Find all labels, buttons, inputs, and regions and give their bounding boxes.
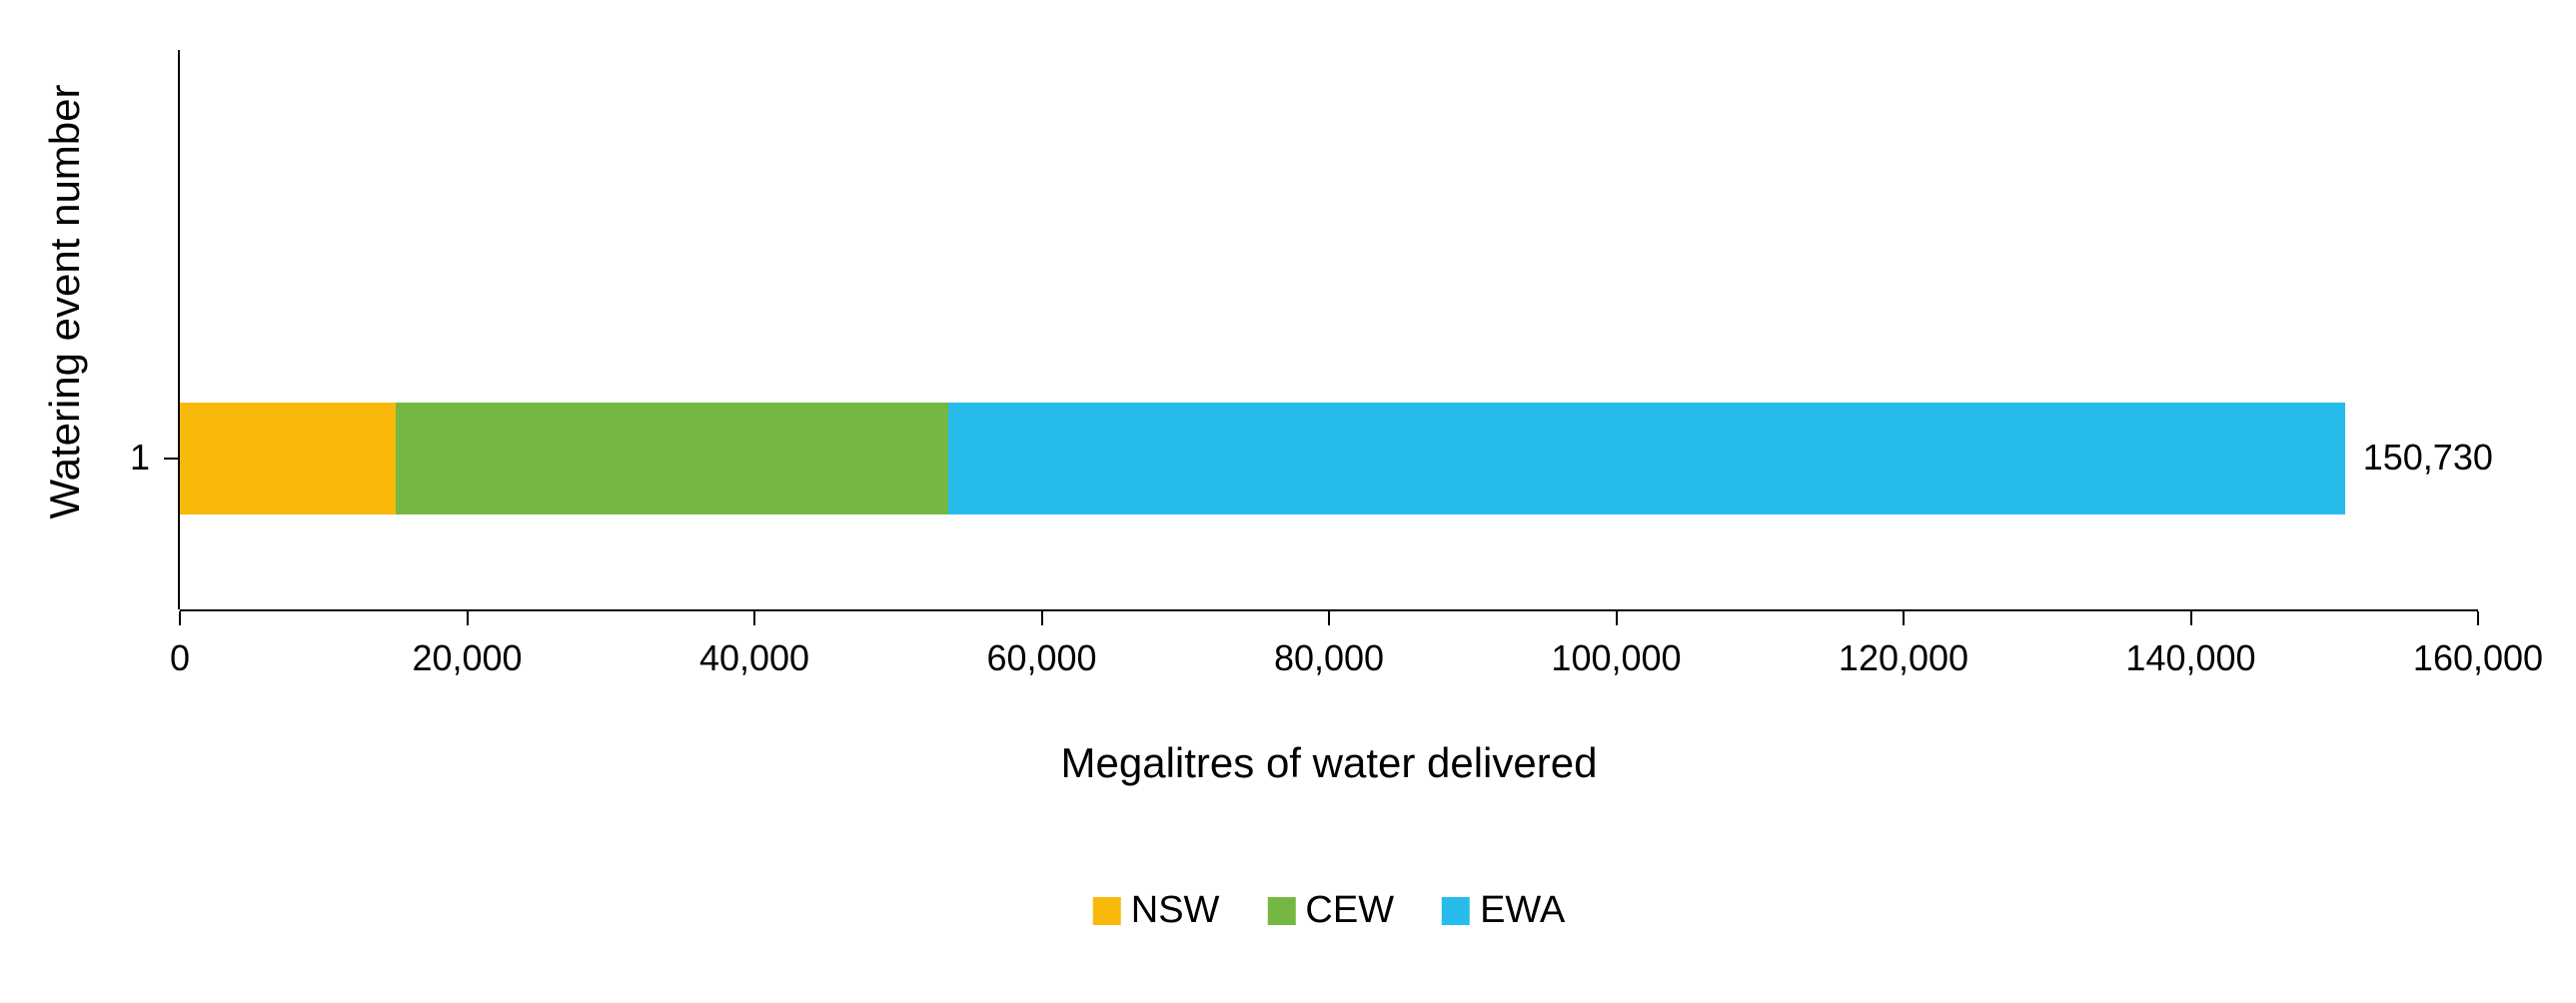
x-tick-label: 140,000: [2125, 637, 2255, 679]
y-tick-label: 1: [130, 437, 150, 479]
x-tick-label: 60,000: [986, 637, 1096, 679]
x-tick-mark: [2477, 611, 2479, 625]
x-tick-mark: [1903, 611, 1905, 625]
legend: NSW CEW EWA: [1093, 889, 1565, 932]
y-tick-mark: [164, 458, 178, 460]
y-axis-line: [178, 50, 180, 609]
bar-segment-cew: [396, 403, 948, 514]
legend-item-nsw: NSW: [1093, 889, 1220, 932]
x-tick-mark: [1616, 611, 1618, 625]
legend-label: CEW: [1305, 889, 1394, 932]
x-tick-label: 40,000: [699, 637, 809, 679]
legend-item-ewa: EWA: [1442, 889, 1565, 932]
x-tick-label: 80,000: [1274, 637, 1384, 679]
x-tick-mark: [1328, 611, 1330, 625]
x-tick-label: 100,000: [1551, 637, 1681, 679]
x-tick-mark: [753, 611, 755, 625]
legend-item-cew: CEW: [1267, 889, 1394, 932]
x-tick-mark: [2190, 611, 2192, 625]
legend-swatch: [1442, 897, 1470, 925]
x-tick-label: 20,000: [412, 637, 522, 679]
x-tick-mark: [467, 611, 469, 625]
stacked-bar-chart: Watering event number Megalitres of wate…: [0, 0, 2576, 1003]
x-tick-label: 120,000: [1839, 637, 1968, 679]
legend-swatch: [1093, 897, 1121, 925]
y-axis-title: Watering event number: [41, 85, 89, 519]
x-axis-title: Megalitres of water delivered: [1061, 739, 1598, 787]
legend-label: EWA: [1480, 889, 1565, 932]
x-tick-mark: [1041, 611, 1043, 625]
x-tick-mark: [179, 611, 181, 625]
legend-label: NSW: [1131, 889, 1220, 932]
x-tick-label: 160,000: [2413, 637, 2543, 679]
bar-segment-ewa: [948, 403, 2345, 514]
bar-total-label: 150,730: [2363, 437, 2493, 479]
bar-segment-nsw: [180, 403, 396, 514]
plot-area: 150,730020,00040,00060,00080,000100,0001…: [180, 50, 2478, 609]
legend-swatch: [1267, 897, 1295, 925]
x-tick-label: 0: [170, 637, 190, 679]
